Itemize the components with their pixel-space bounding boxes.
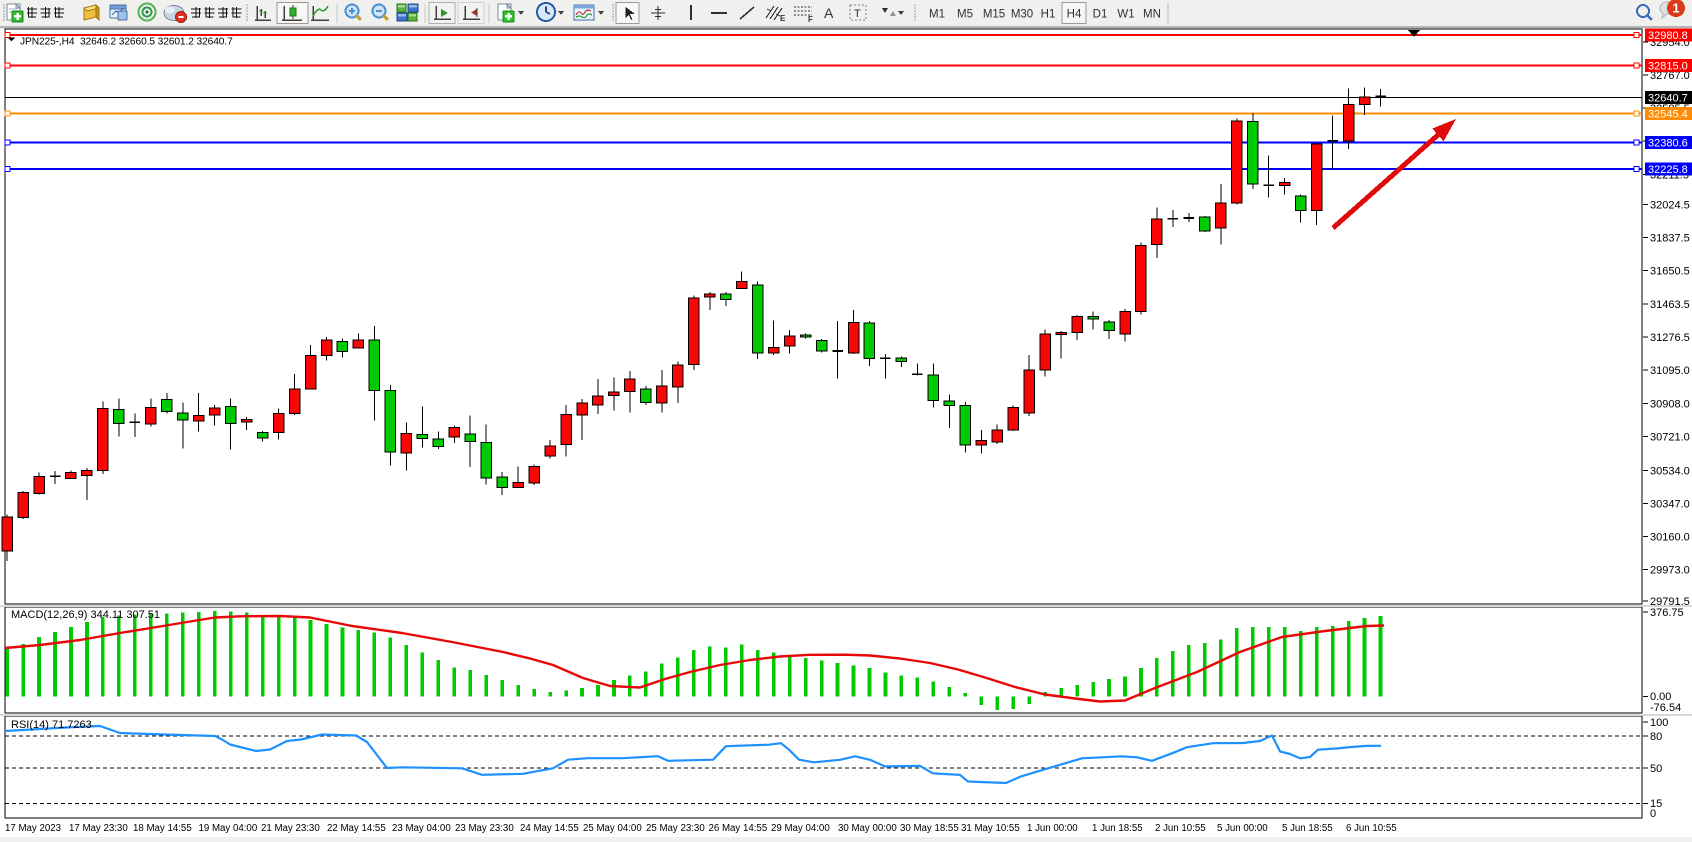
svg-text:M5: M5 [957,9,973,21]
svg-text:19 May 04:00: 19 May 04:00 [199,823,258,834]
svg-text:31276.5: 31276.5 [1650,332,1690,344]
svg-text:5 Jun 00:00: 5 Jun 00:00 [1217,823,1268,834]
svg-text:0.00: 0.00 [1650,691,1671,703]
svg-text:25 May 23:30: 25 May 23:30 [646,823,705,834]
svg-text:MACD(12,26,9) 344.11 307.51: MACD(12,26,9) 344.11 307.51 [11,609,160,621]
svg-text:M15: M15 [983,9,1005,21]
svg-text:17 May 2023: 17 May 2023 [5,823,61,834]
svg-text:26 May 14:55: 26 May 14:55 [709,823,768,834]
svg-text:-76.54: -76.54 [1650,702,1681,714]
svg-text:32225.8: 32225.8 [1648,164,1688,176]
svg-text:W1: W1 [1117,9,1134,21]
svg-text:H4: H4 [1067,9,1082,21]
svg-text:M1: M1 [929,9,945,21]
svg-text:29791.5: 29791.5 [1650,596,1690,608]
svg-text:32767.0: 32767.0 [1650,70,1690,82]
svg-text:1 Jun 18:55: 1 Jun 18:55 [1092,823,1143,834]
svg-text:1 Jun 00:00: 1 Jun 00:00 [1027,823,1078,834]
svg-text:30721.0: 30721.0 [1650,431,1690,443]
svg-text:H1: H1 [1041,9,1056,21]
svg-text:32640.7: 32640.7 [1648,93,1688,105]
svg-text:32024.5: 32024.5 [1650,200,1690,212]
svg-text:32815.0: 32815.0 [1648,61,1688,73]
svg-text:15: 15 [1650,798,1662,810]
svg-text:30908.0: 30908.0 [1650,398,1690,410]
svg-text:RSI(14) 71.7263: RSI(14) 71.7263 [11,719,92,731]
svg-text:31463.5: 31463.5 [1650,299,1690,311]
svg-text:29973.0: 29973.0 [1650,564,1690,576]
svg-text:22 May 14:55: 22 May 14:55 [327,823,386,834]
svg-text:F: F [808,15,813,24]
svg-text:376.75: 376.75 [1650,607,1684,619]
svg-text:21 May 23:30: 21 May 23:30 [261,823,320,834]
svg-text:30347.0: 30347.0 [1650,498,1690,510]
svg-text:2 Jun 10:55: 2 Jun 10:55 [1155,823,1206,834]
svg-text:A: A [824,5,834,21]
svg-text:30 May 18:55: 30 May 18:55 [900,823,959,834]
svg-text:M30: M30 [1011,9,1033,21]
svg-text:29 May 04:00: 29 May 04:00 [771,823,830,834]
svg-text:23 May 04:00: 23 May 04:00 [392,823,451,834]
svg-text:17 May 23:30: 17 May 23:30 [69,823,128,834]
svg-text:31095.0: 31095.0 [1650,365,1690,377]
svg-text:32980.8: 32980.8 [1648,30,1688,42]
svg-text:JPN225-,H4 32646.2 32660.5 32: JPN225-,H4 32646.2 32660.5 32601.2 32640… [20,37,233,48]
svg-text:30160.0: 30160.0 [1650,532,1690,544]
svg-text:24 May 14:55: 24 May 14:55 [520,823,579,834]
svg-text:31837.5: 31837.5 [1650,233,1690,245]
svg-text:30534.0: 30534.0 [1650,466,1690,478]
svg-text:18 May 14:55: 18 May 14:55 [133,823,192,834]
svg-text:T: T [854,8,861,20]
svg-text:50: 50 [1650,763,1662,775]
svg-text:80: 80 [1650,731,1662,743]
svg-text:32545.4: 32545.4 [1648,109,1688,121]
svg-text:100: 100 [1650,717,1668,729]
svg-text:0: 0 [1650,808,1656,820]
svg-text:32380.6: 32380.6 [1648,138,1688,150]
svg-text:25 May 04:00: 25 May 04:00 [583,823,642,834]
svg-text:MN: MN [1143,9,1161,21]
svg-text:31 May 10:55: 31 May 10:55 [961,823,1020,834]
svg-text:31650.5: 31650.5 [1650,265,1690,277]
svg-text:D1: D1 [1093,9,1108,21]
svg-text:5 Jun 18:55: 5 Jun 18:55 [1282,823,1333,834]
svg-text:1: 1 [1672,1,1679,16]
svg-text:23 May 23:30: 23 May 23:30 [455,823,514,834]
svg-text:30 May 00:00: 30 May 00:00 [838,823,897,834]
svg-text:6 Jun 10:55: 6 Jun 10:55 [1346,823,1397,834]
svg-text:E: E [780,14,786,23]
